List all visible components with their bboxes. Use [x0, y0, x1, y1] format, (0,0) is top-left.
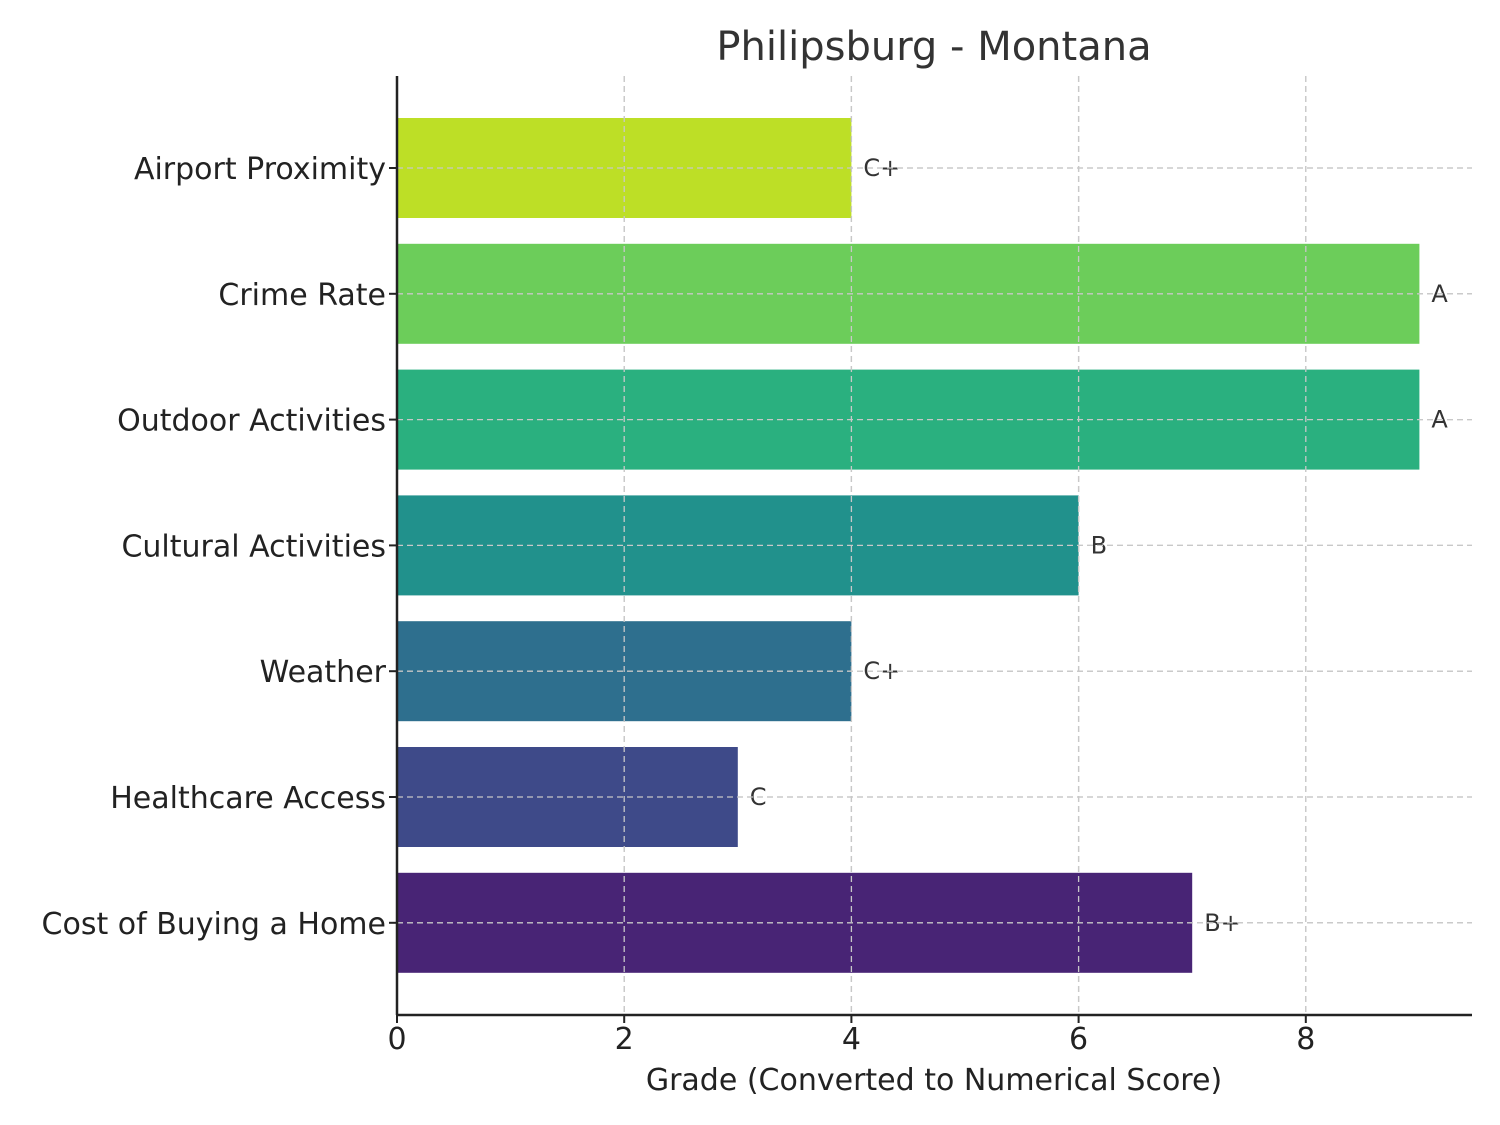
- category-label: Outdoor Activities: [117, 404, 386, 439]
- category-label: Cost of Buying a Home: [42, 907, 386, 942]
- category-labels: Airport Proximity Crime Rate Outdoor Activ…: [42, 152, 387, 942]
- x-tick-label: 4: [842, 1022, 861, 1057]
- x-tick-label: 0: [387, 1022, 406, 1057]
- category-label: Crime Rate: [218, 278, 386, 313]
- chart-title: Philipsburg - Montana: [716, 24, 1151, 70]
- axes: 0 2 4 6 8: [387, 76, 1472, 1057]
- category-label: Airport Proximity: [134, 152, 386, 187]
- x-tick-label: 6: [1069, 1022, 1088, 1057]
- x-axis-label: Grade (Converted to Numerical Score): [646, 1063, 1222, 1098]
- x-tick-label: 8: [1296, 1022, 1315, 1057]
- category-label: Weather: [260, 655, 387, 690]
- category-label: Cultural Activities: [121, 529, 386, 564]
- category-label: Healthcare Access: [110, 781, 386, 816]
- x-tick-label: 2: [615, 1022, 634, 1057]
